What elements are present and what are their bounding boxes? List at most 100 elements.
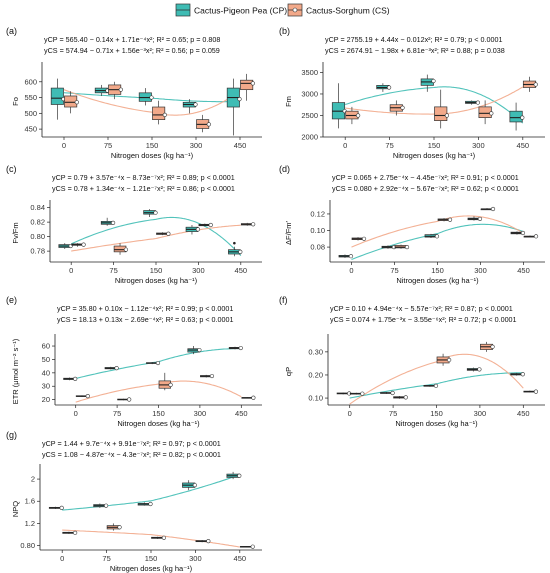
x-tick-label: 300 xyxy=(474,266,487,275)
x-tick-label: 0 xyxy=(62,141,66,150)
box-cs-150 xyxy=(437,217,453,222)
mean-point xyxy=(250,544,255,549)
mean-point xyxy=(251,395,256,400)
x-tick-label: 150 xyxy=(146,141,159,150)
x-axis-label: Nitrogen doses (kg ha⁻¹) xyxy=(111,151,194,160)
box-cs-300 xyxy=(480,341,495,352)
x-tick-label: 300 xyxy=(189,554,202,563)
x-tick-label: 150 xyxy=(431,266,444,275)
box-cs-450 xyxy=(522,76,538,92)
mean-point xyxy=(206,122,211,127)
mean-point xyxy=(166,231,171,236)
box-cs-300 xyxy=(195,539,211,544)
legend-label-cp: Cactus-Pigeon Pea (CP) xyxy=(194,6,287,16)
box-cp-450 xyxy=(226,471,242,480)
x-tick-label: 0 xyxy=(343,141,347,150)
x-tick-label: 150 xyxy=(430,409,443,418)
mean-point xyxy=(161,535,167,540)
x-tick-label: 300 xyxy=(474,409,487,418)
mean-point xyxy=(103,503,109,508)
box-cs-0 xyxy=(351,236,367,241)
box-cp-75 xyxy=(376,83,392,92)
mean-point xyxy=(475,100,481,105)
fit-curve-cs xyxy=(62,529,240,548)
mean-point xyxy=(74,100,79,105)
box-cp-300 xyxy=(185,225,200,235)
y-tick-label: 20 xyxy=(42,395,50,404)
legend-swatch-cs-mean xyxy=(292,7,298,13)
box-cs-75 xyxy=(389,100,405,116)
box-cp-300 xyxy=(182,480,197,491)
y-tick-label: 0.08 xyxy=(310,243,325,252)
equation-cs: yCS = 1.08 − 4.87e⁻⁴x − 4.3e⁻⁷x²; R² = 0… xyxy=(42,450,221,459)
box-cp-150 xyxy=(420,74,436,92)
y-axis-label: ETR (μmol m⁻² s⁻¹) xyxy=(11,338,20,404)
mean-point xyxy=(85,394,90,399)
box-cp-0 xyxy=(63,376,78,381)
box-cp-75 xyxy=(100,217,116,226)
box-cs-450 xyxy=(240,73,255,101)
box-cp-150 xyxy=(146,360,161,366)
x-tick-label: 75 xyxy=(385,141,393,150)
box-cs-0 xyxy=(349,391,365,396)
panel-d: (d) yCP = 0.065 + 2.75e⁻⁴x − 4.45e⁻⁷x²; R… xyxy=(279,164,545,285)
y-axis-label: NPQ xyxy=(11,501,20,517)
x-tick-label: 0 xyxy=(60,554,64,563)
mean-point xyxy=(59,505,64,510)
y-tick-label: 0.78 xyxy=(30,247,45,256)
x-tick-label: 300 xyxy=(472,141,485,150)
box-cs-450 xyxy=(240,222,256,227)
y-tick-label: 0.80 xyxy=(30,232,45,241)
x-tick-label: 450 xyxy=(517,141,530,150)
y-tick-label: 450 xyxy=(24,125,37,134)
mean-point xyxy=(238,249,243,254)
equation-cp: yCP = 1.44 + 9.7e⁻⁴x + 9.91e⁻⁷x²; R² = 0… xyxy=(42,439,221,448)
mean-point xyxy=(73,530,78,535)
mean-point xyxy=(489,111,494,116)
y-tick-label: 40 xyxy=(42,368,50,377)
outlier-point xyxy=(233,241,236,245)
box-cs-0 xyxy=(62,530,78,535)
mean-point xyxy=(114,366,119,371)
mean-point xyxy=(168,382,173,388)
fit-curve-cp xyxy=(63,92,241,103)
box-cs-75 xyxy=(106,523,122,531)
fit-curve-cp xyxy=(351,223,524,261)
x-tick-label: 300 xyxy=(194,409,207,418)
mean-point xyxy=(520,372,525,377)
mean-point xyxy=(520,230,526,236)
box-cp-300 xyxy=(467,216,483,222)
mean-point xyxy=(403,395,408,400)
y-tick-label: 0.10 xyxy=(310,226,325,235)
y-axis-label: Fo xyxy=(11,97,20,106)
box-cp-300 xyxy=(466,367,482,372)
box-cp-150 xyxy=(137,501,153,507)
box-cp-75 xyxy=(380,390,395,396)
box-cp-75 xyxy=(93,503,109,508)
y-tick-label: 550 xyxy=(24,93,37,102)
panel-label: (e) xyxy=(6,295,17,305)
y-tick-label: 50 xyxy=(42,355,50,364)
y-axis-label: ΔF/Fm′ xyxy=(284,220,293,245)
panel-label: (d) xyxy=(279,164,290,174)
panel-a: (a) yCP = 565.40 − 0.14x + 1.71e⁻⁴x²; R² … xyxy=(6,26,262,160)
x-axis-label: Nitrogen doses (kg ha⁻¹) xyxy=(393,151,476,160)
y-tick-label: 0.82 xyxy=(30,218,45,227)
x-tick-label: 450 xyxy=(234,554,247,563)
legend-label-cs: Cactus-Sorghum (CS) xyxy=(306,6,390,16)
y-tick-label: 0.12 xyxy=(310,209,325,218)
mean-point xyxy=(361,236,367,241)
mean-point xyxy=(209,373,215,379)
box-cs-450 xyxy=(523,234,539,239)
y-tick-label: 500 xyxy=(24,109,37,118)
x-tick-label: 75 xyxy=(109,266,117,275)
x-tick-label: 300 xyxy=(192,266,205,275)
panels: (a) yCP = 565.40 − 0.14x + 1.71e⁻⁴x²; R² … xyxy=(6,26,545,573)
x-tick-label: 150 xyxy=(152,409,165,418)
box-cs-150 xyxy=(156,231,171,236)
box-cs-75 xyxy=(117,397,132,402)
box-cp-0 xyxy=(58,243,73,249)
y-tick-label: 1.2 xyxy=(25,519,35,528)
box-cp-450 xyxy=(228,246,243,257)
mean-point xyxy=(477,367,482,372)
